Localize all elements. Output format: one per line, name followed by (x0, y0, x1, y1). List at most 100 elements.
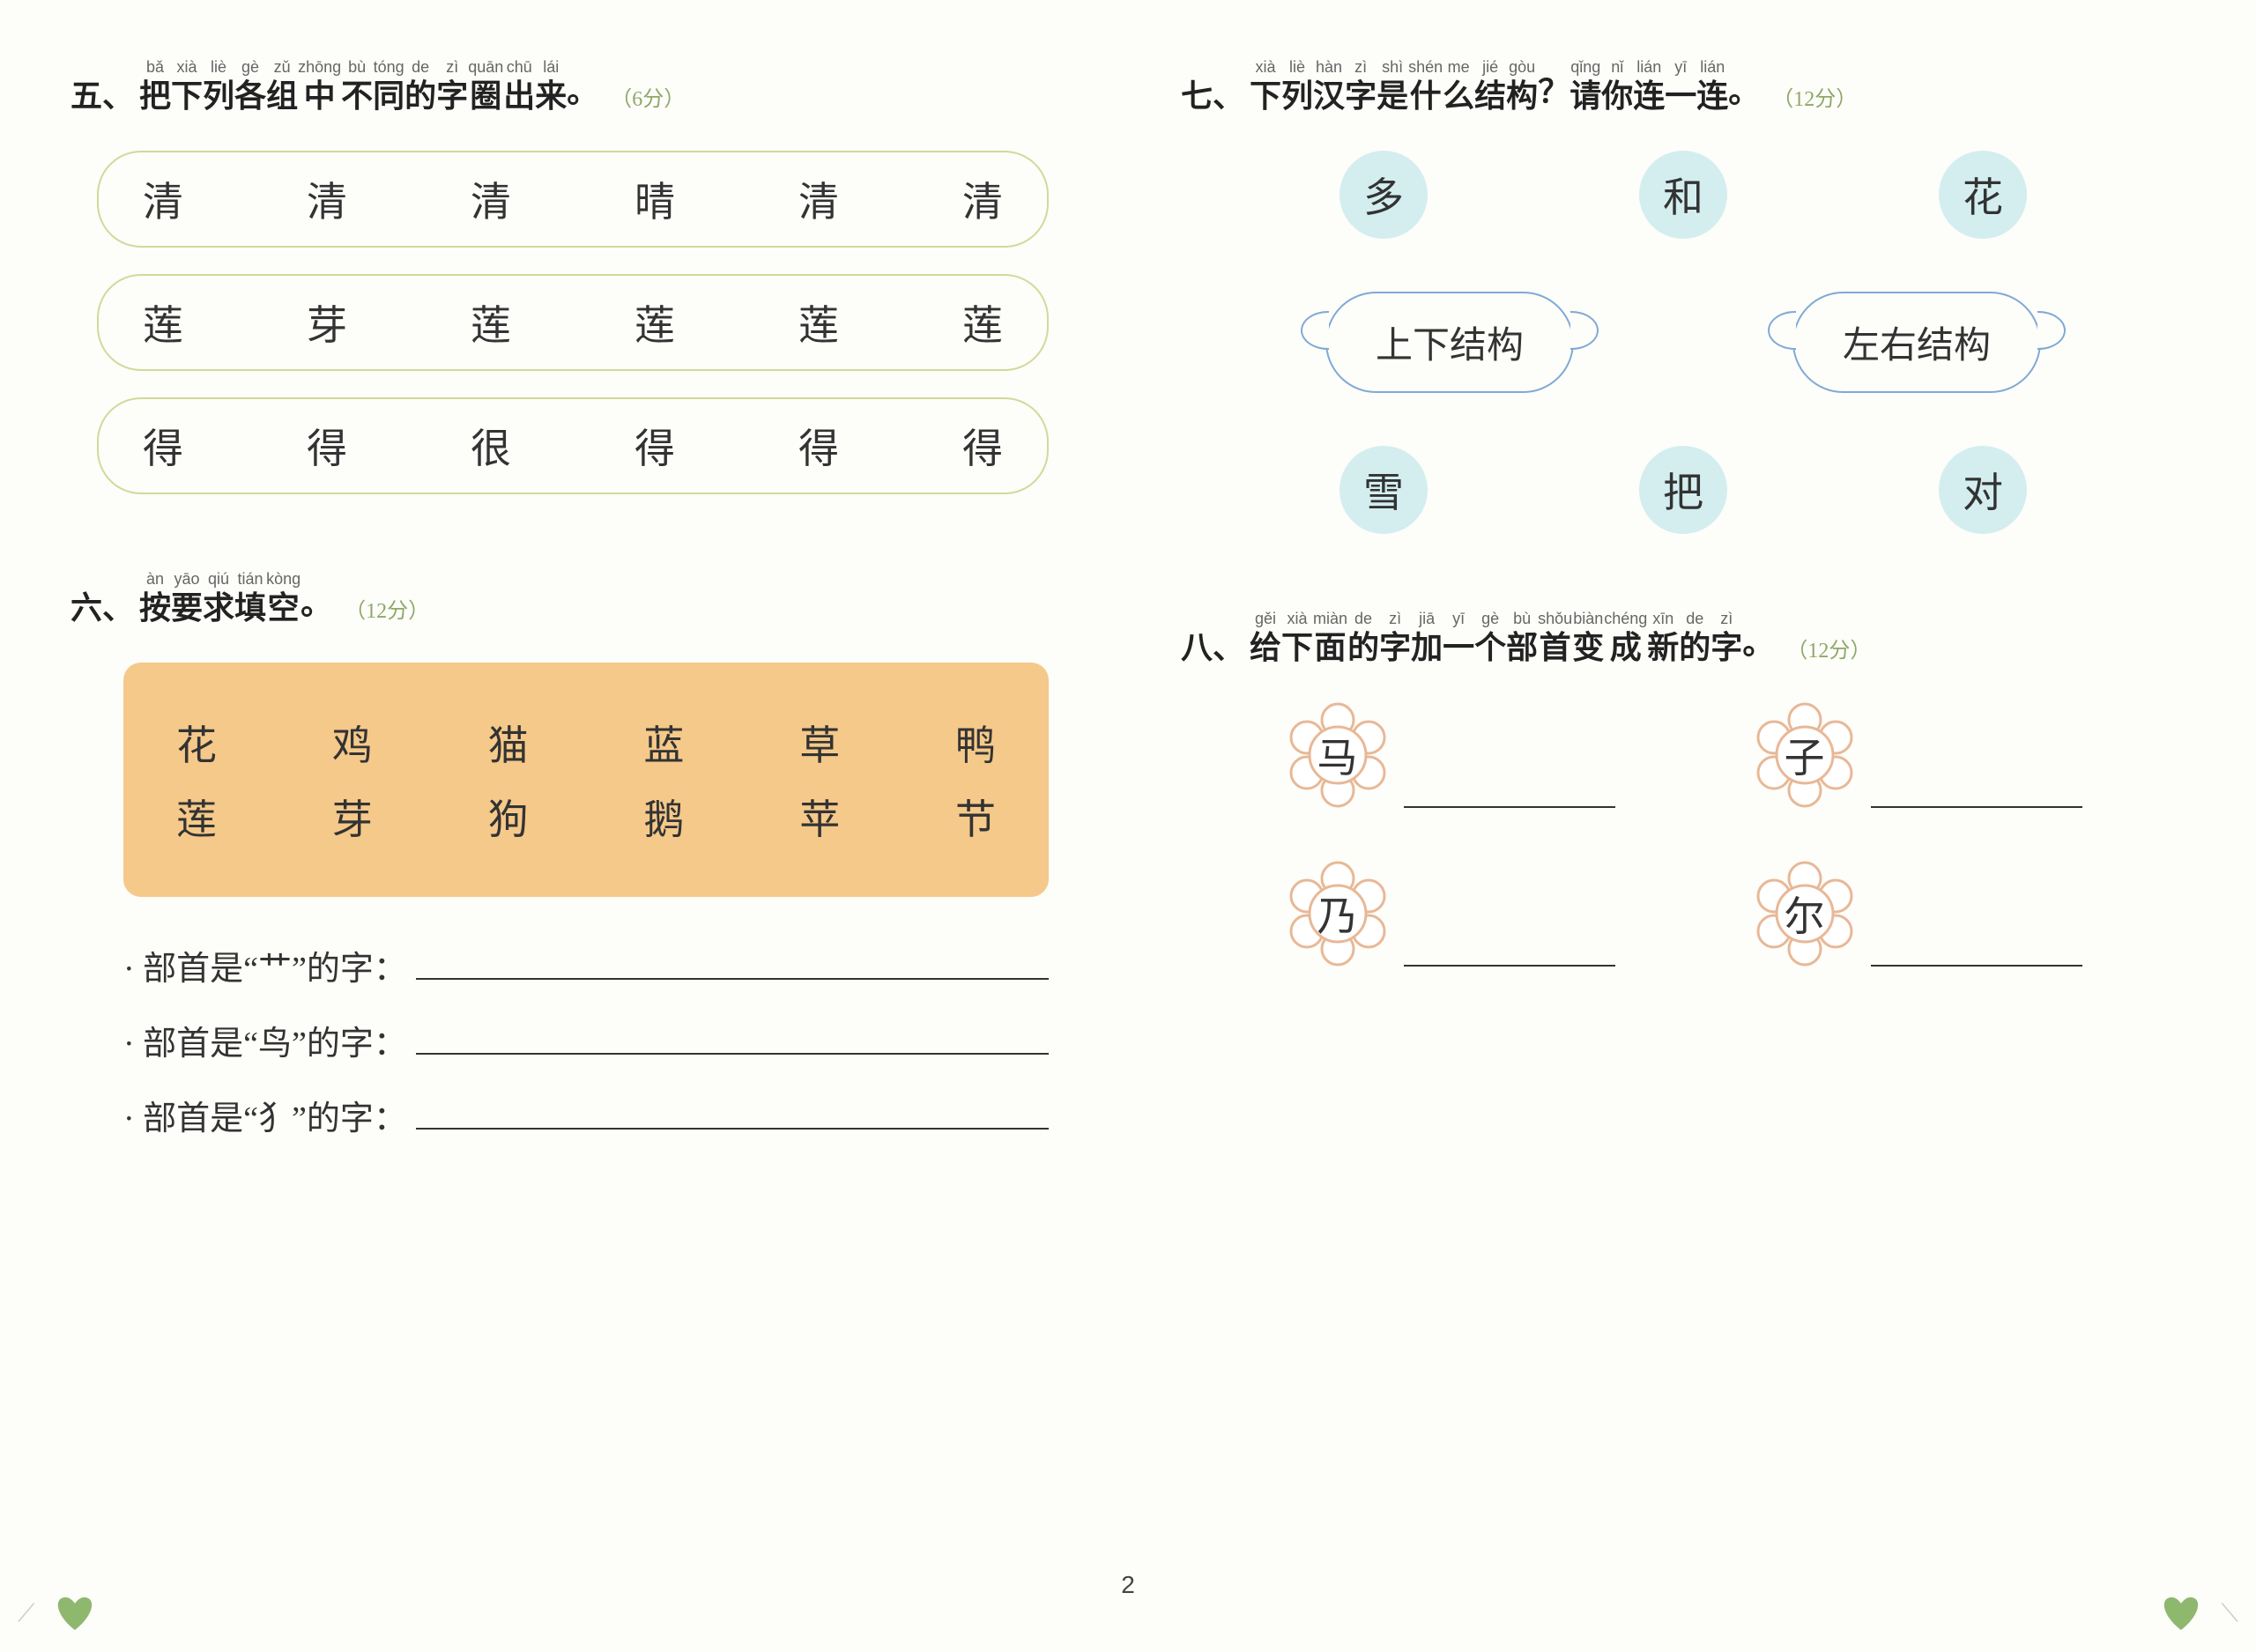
q6-box-rows: 花鸡猫蓝草鸭莲芽狗鹅苹节 (176, 714, 996, 846)
pinyin-text: zì (1389, 609, 1401, 628)
pinyin-text: zì (1720, 609, 1733, 628)
q8-number: 八、 (1181, 628, 1244, 667)
pinyin-text: nǐ (1611, 57, 1623, 77)
hanzi-text: 变 (1572, 628, 1604, 667)
answer-blank[interactable] (416, 1023, 1049, 1055)
answer-blank[interactable] (416, 948, 1049, 980)
q5-number: 五、 (70, 77, 134, 115)
q7-header: 七、 xià下liè列hàn汉zì字shì是shén什me么jié结gòu构？q… (1181, 53, 2186, 115)
pill-character: 莲 (143, 293, 183, 352)
structure-cloud[interactable]: 左右结构 (1792, 292, 2041, 393)
heart-decoration-right: ⟍ (2155, 1574, 2238, 1634)
title-char: nǐ你 (1601, 57, 1633, 115)
character-pill-row: 莲芽莲莲莲莲 (97, 274, 1049, 371)
hanzi-text: 同 (373, 77, 404, 115)
hanzi-text: 请 (1570, 77, 1601, 115)
hanzi-text: 构 (1506, 77, 1538, 115)
answer-blank[interactable] (416, 1098, 1049, 1130)
hanzi-text: 。 (1728, 72, 1760, 111)
title-char: liè列 (1281, 57, 1313, 115)
box-character: 芽 (332, 788, 373, 846)
q7-clouds: 上下结构 左右结构 (1216, 292, 2150, 393)
hanzi-text: 么 (1443, 77, 1474, 115)
character-circle[interactable]: 和 (1639, 151, 1727, 239)
character-circle[interactable]: 雪 (1340, 446, 1428, 534)
structure-cloud[interactable]: 上下结构 (1325, 292, 1574, 393)
title-char: me么 (1443, 57, 1474, 115)
title-char: qǐng请 (1570, 57, 1601, 115)
title-char: chū出 (503, 57, 535, 115)
worksheet-page: 五、 bǎ把xià下liè列gè各zǔ组zhōng中bù不tóng同de的zì字… (0, 0, 2256, 1254)
hanzi-text: 。 (1742, 624, 1774, 663)
pinyin-text: de (1686, 609, 1703, 628)
title-char: zǔ组 (266, 57, 298, 115)
title-char: zhōng中 (298, 57, 341, 115)
title-char: gòu构 (1506, 57, 1538, 115)
pill-character: 清 (798, 170, 839, 228)
hanzi-text: 字 (1711, 628, 1742, 667)
hanzi-text: 给 (1250, 628, 1281, 667)
hanzi-text: 下 (1281, 628, 1313, 667)
pinyin-text: shǒu (1538, 609, 1572, 628)
box-character: 蓝 (643, 714, 684, 772)
pill-character: 得 (634, 417, 675, 475)
title-char: yī一 (1665, 57, 1696, 115)
hanzi-text: 字 (1379, 628, 1411, 667)
pill-character: 得 (962, 417, 1003, 475)
box-character: 草 (799, 714, 840, 772)
fill-blank-prompt: · 部首是“艹”的字： (123, 941, 1049, 989)
pinyin-text: jié (1482, 57, 1498, 77)
q7-number: 七、 (1181, 77, 1244, 115)
hanzi-text: 结 (1474, 77, 1506, 115)
pinyin-text: gè (241, 57, 259, 77)
title-char: xià下 (1281, 609, 1313, 667)
hanzi-text: 连 (1633, 77, 1665, 115)
pinyin-text: me (1448, 57, 1470, 77)
title-char: de的 (1679, 609, 1711, 667)
orange-box-row: 莲芽狗鹅苹节 (176, 788, 996, 846)
q8-points: （12分） (1786, 633, 1871, 667)
q7-points: （12分） (1772, 81, 1857, 115)
q5-rows-container: 清清清晴清清莲芽莲莲莲莲得得很得得得 (70, 151, 1075, 494)
hanzi-text: 连 (1696, 77, 1728, 115)
box-character: 节 (955, 788, 996, 846)
hanzi-text: 个 (1474, 628, 1506, 667)
hanzi-text: 下 (171, 77, 203, 115)
title-char: gè各 (234, 57, 266, 115)
answer-blank[interactable] (1871, 776, 2082, 808)
answer-blank[interactable] (1871, 935, 2082, 967)
hanzi-text: 成 (1610, 628, 1642, 667)
q8-title: gěi给xià下miàn面de的zì字jiā加yī一gè个bù部shǒu首bià… (1250, 604, 1774, 667)
pinyin-text: chéng (1604, 609, 1647, 628)
title-char: 。 (301, 565, 332, 623)
pinyin-text: tóng (374, 57, 404, 77)
pinyin-text: lái (543, 57, 559, 77)
pinyin-text: hàn (1316, 57, 1342, 77)
answer-blank[interactable] (1404, 776, 1615, 808)
character-circle[interactable]: 花 (1939, 151, 2027, 239)
pill-character: 清 (962, 170, 1003, 228)
character-circle[interactable]: 多 (1340, 151, 1428, 239)
flower-shape: 马 (1285, 702, 1391, 808)
pill-character: 得 (307, 417, 347, 475)
pinyin-text: gěi (1255, 609, 1276, 628)
hanzi-text: 的 (404, 77, 436, 115)
flower-item: 马 (1285, 702, 1615, 808)
pill-character: 很 (471, 417, 511, 475)
pinyin-text: biàn (1573, 609, 1603, 628)
title-char: tóng同 (373, 57, 404, 115)
title-char: lián连 (1633, 57, 1665, 115)
q8-flowers-container: 马 子 乃 尔 (1181, 702, 2186, 967)
title-char: qiú求 (203, 569, 234, 627)
pinyin-text: liè (211, 57, 226, 77)
answer-blank[interactable] (1404, 935, 1615, 967)
title-char: zì字 (436, 57, 468, 115)
character-circle[interactable]: 对 (1939, 446, 2027, 534)
flower-shape: 子 (1752, 702, 1858, 808)
hanzi-text: 是 (1377, 77, 1408, 115)
pinyin-text: de (1354, 609, 1372, 628)
title-char: bù不 (341, 57, 373, 115)
character-circle[interactable]: 把 (1639, 446, 1727, 534)
hanzi-text: 求 (203, 589, 234, 627)
character-pill-row: 清清清晴清清 (97, 151, 1049, 248)
